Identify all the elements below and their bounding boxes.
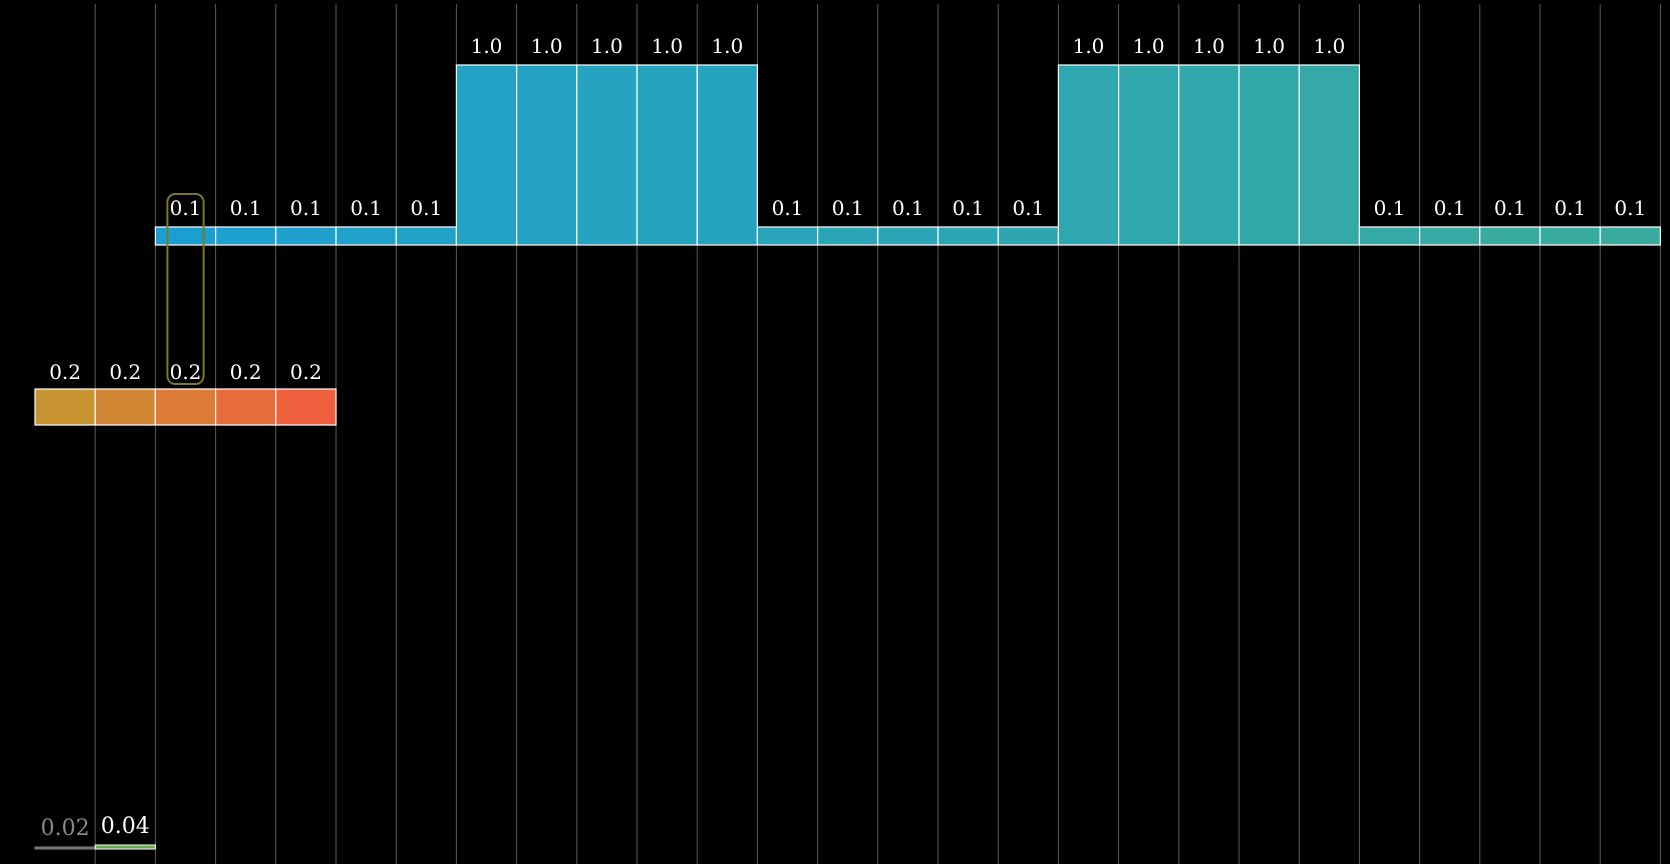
signal-value-label: 0.1	[1554, 196, 1586, 220]
output-bar	[34, 846, 96, 850]
signal-bar	[1298, 64, 1360, 246]
multiplication-highlight	[166, 193, 205, 385]
kernel-value-label: 0.2	[109, 360, 141, 384]
signal-value-label: 0.1	[772, 196, 804, 220]
signal-bar	[335, 226, 397, 246]
signal-bar	[1358, 226, 1421, 246]
signal-value-label: 0.1	[1012, 196, 1044, 220]
signal-bar	[877, 226, 939, 246]
signal-value-label: 1.0	[1073, 34, 1105, 58]
signal-bar	[455, 64, 518, 246]
kernel-bar	[215, 388, 277, 426]
signal-value-label: 1.0	[1193, 34, 1225, 58]
signal-bar	[1599, 226, 1661, 246]
signal-bar	[997, 226, 1060, 246]
signal-value-label: 1.0	[651, 34, 683, 58]
output-value-label: 0.04	[101, 814, 150, 839]
signal-value-label: 1.0	[711, 34, 743, 58]
signal-value-label: 0.1	[290, 196, 322, 220]
kernel-bar	[94, 388, 156, 426]
output-bar	[94, 844, 156, 850]
signal-bar	[1117, 64, 1180, 246]
signal-value-label: 0.1	[170, 196, 202, 220]
signal-value-label: 0.1	[952, 196, 984, 220]
signal-value-label: 0.1	[1434, 196, 1466, 220]
signal-bar	[576, 64, 638, 246]
kernel-sequence: 0.2 0.2 0.2 0.2 0.2	[34, 360, 337, 426]
signal-bar	[275, 226, 337, 246]
kernel-value-label: 0.2	[49, 360, 81, 384]
signal-bar	[1479, 226, 1541, 246]
highlight-box	[166, 193, 205, 385]
signal-bar	[937, 226, 999, 246]
signal-bar	[696, 64, 759, 246]
signal-value-label: 1.0	[591, 34, 623, 58]
signal-value-label: 1.0	[1253, 34, 1285, 58]
output-sequence: 0.02 0.04	[34, 814, 156, 850]
signal-bar	[816, 226, 879, 246]
signal-value-label: 0.1	[410, 196, 442, 220]
signal-bar	[154, 226, 217, 246]
signal-bar	[215, 226, 277, 246]
signal-value-label: 1.0	[471, 34, 503, 58]
signal-bar	[1057, 64, 1120, 246]
kernel-value-label: 0.2	[290, 360, 322, 384]
signal-value-label: 1.0	[1133, 34, 1165, 58]
kernel-bar	[154, 388, 217, 426]
signal-value-label: 0.1	[1374, 196, 1406, 220]
signal-bar	[1238, 64, 1300, 246]
signal-sequence: 0.1 0.1 0.1 0.1 0.1 1.0 1.0 1.0 1.0 1.0 0.1 0.1 0.1 0…	[154, 34, 1661, 246]
kernel-bar	[275, 388, 337, 426]
signal-bar	[515, 64, 578, 246]
kernel-value-label: 0.2	[230, 360, 262, 384]
kernel-value-label: 0.2	[170, 360, 202, 384]
signal-bar	[1178, 64, 1240, 246]
signal-value-label: 0.1	[230, 196, 262, 220]
grid-lines	[94, 4, 1661, 864]
output-value-label: 0.02	[41, 816, 90, 841]
signal-value-label: 0.1	[1614, 196, 1646, 220]
kernel-bar	[34, 388, 96, 426]
signal-value-label: 0.1	[832, 196, 864, 220]
signal-value-label: 0.1	[350, 196, 382, 220]
signal-value-label: 0.1	[1494, 196, 1526, 220]
signal-value-label: 0.1	[892, 196, 924, 220]
signal-bar	[1539, 226, 1601, 246]
signal-value-label: 1.0	[1313, 34, 1345, 58]
signal-value-label: 1.0	[531, 34, 563, 58]
signal-bar	[636, 64, 698, 246]
signal-bar	[756, 226, 819, 246]
signal-bar	[395, 226, 458, 246]
signal-bar	[1418, 226, 1481, 246]
